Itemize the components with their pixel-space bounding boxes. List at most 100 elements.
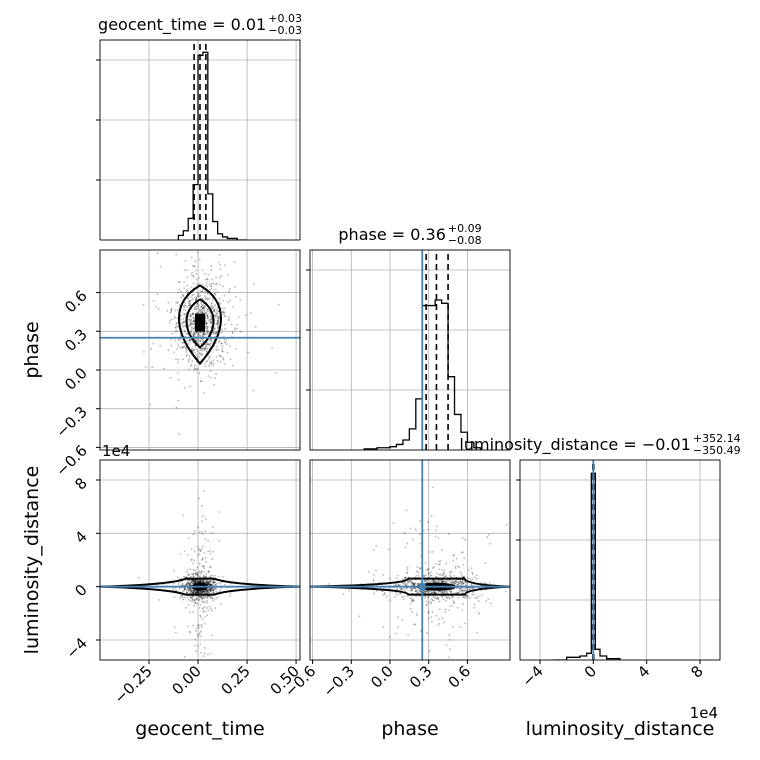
y-tick-label: 0 xyxy=(71,581,90,600)
sample-point xyxy=(431,486,434,489)
sample-point xyxy=(202,590,205,593)
sample-point xyxy=(208,365,211,368)
sample-point xyxy=(199,580,201,583)
sample-point xyxy=(448,590,451,593)
sample-point xyxy=(427,610,430,613)
sample-point xyxy=(214,292,216,295)
sample-point xyxy=(186,588,189,591)
sample-point xyxy=(459,588,462,590)
sample-point xyxy=(192,573,194,576)
sample-point xyxy=(464,538,467,541)
sample-point xyxy=(204,295,206,297)
sample-point xyxy=(144,366,147,368)
sample-point xyxy=(189,313,192,316)
sample-point xyxy=(463,596,466,599)
sample-point xyxy=(410,597,413,600)
sample-point xyxy=(220,342,223,345)
sample-point xyxy=(186,583,189,586)
sample-point xyxy=(204,325,207,328)
sample-point xyxy=(457,596,460,599)
sample-point xyxy=(183,588,186,591)
sample-point xyxy=(219,268,222,270)
sample-point xyxy=(210,265,213,267)
sample-point xyxy=(200,301,202,304)
sample-point xyxy=(174,326,177,329)
sample-point xyxy=(472,587,474,590)
sample-point xyxy=(186,591,188,594)
sample-point xyxy=(142,304,145,306)
sample-point xyxy=(201,338,203,341)
sample-point xyxy=(197,571,200,573)
sample-point xyxy=(428,551,431,553)
density-geocent_time-luminosity_distance xyxy=(100,490,300,660)
sample-point xyxy=(189,315,191,318)
sample-point xyxy=(206,277,209,280)
sample-point xyxy=(448,596,451,599)
x-axis-label-luminosity_distance: luminosity_distance xyxy=(526,718,715,740)
sample-point xyxy=(411,611,414,614)
sample-point xyxy=(462,575,465,578)
sample-point xyxy=(200,635,203,638)
sample-point xyxy=(198,309,201,312)
sample-point xyxy=(455,579,458,582)
sample-point xyxy=(271,347,274,349)
sample-point xyxy=(200,348,203,351)
sample-point xyxy=(197,334,200,336)
sample-point xyxy=(175,329,178,332)
sample-point xyxy=(209,342,212,345)
sample-point xyxy=(459,571,462,574)
contour-inner xyxy=(185,298,215,349)
sample-point xyxy=(466,576,469,579)
y-tick-label: 0.6 xyxy=(61,287,91,317)
sample-point xyxy=(204,610,206,613)
sample-point xyxy=(205,590,208,593)
sample-point xyxy=(222,310,225,313)
sample-point xyxy=(444,580,446,583)
sample-point xyxy=(204,347,207,350)
sample-point xyxy=(199,595,202,598)
sample-point xyxy=(189,583,192,586)
sample-point xyxy=(190,589,193,591)
sample-point xyxy=(190,596,193,599)
sample-point xyxy=(205,344,207,346)
sample-point xyxy=(206,327,209,330)
sample-point xyxy=(206,581,209,584)
sample-point xyxy=(185,583,187,586)
sample-point xyxy=(410,579,413,582)
sample-point xyxy=(193,327,196,330)
sample-point xyxy=(404,590,407,592)
sample-point xyxy=(206,589,209,592)
sample-point xyxy=(192,274,194,277)
sample-point xyxy=(419,520,422,523)
sample-point xyxy=(208,576,211,578)
sample-point xyxy=(193,333,196,335)
sample-point xyxy=(428,590,431,592)
sample-point xyxy=(401,596,404,598)
sample-point xyxy=(192,293,195,296)
sample-point xyxy=(137,576,140,579)
sample-point xyxy=(215,283,217,286)
sample-point xyxy=(455,587,458,590)
sample-point xyxy=(254,325,257,328)
sample-point xyxy=(209,581,212,584)
sample-point xyxy=(151,366,154,368)
sample-point xyxy=(195,597,198,599)
sample-point xyxy=(203,622,206,625)
sample-point xyxy=(191,579,194,582)
sample-point xyxy=(196,591,199,594)
sample-point xyxy=(196,302,198,305)
sample-point xyxy=(437,598,440,601)
sample-point xyxy=(427,572,430,574)
sample-point xyxy=(205,590,208,593)
sample-point xyxy=(208,588,211,591)
sample-point xyxy=(209,549,212,552)
sample-point xyxy=(192,589,194,592)
sample-point xyxy=(424,580,427,583)
sample-point xyxy=(452,580,455,583)
sample-point xyxy=(178,281,181,283)
sample-point xyxy=(195,580,197,583)
title-lower-error: −0.03 xyxy=(268,24,302,37)
sample-point xyxy=(192,323,195,326)
sample-point xyxy=(206,285,209,288)
sample-point xyxy=(193,579,196,582)
